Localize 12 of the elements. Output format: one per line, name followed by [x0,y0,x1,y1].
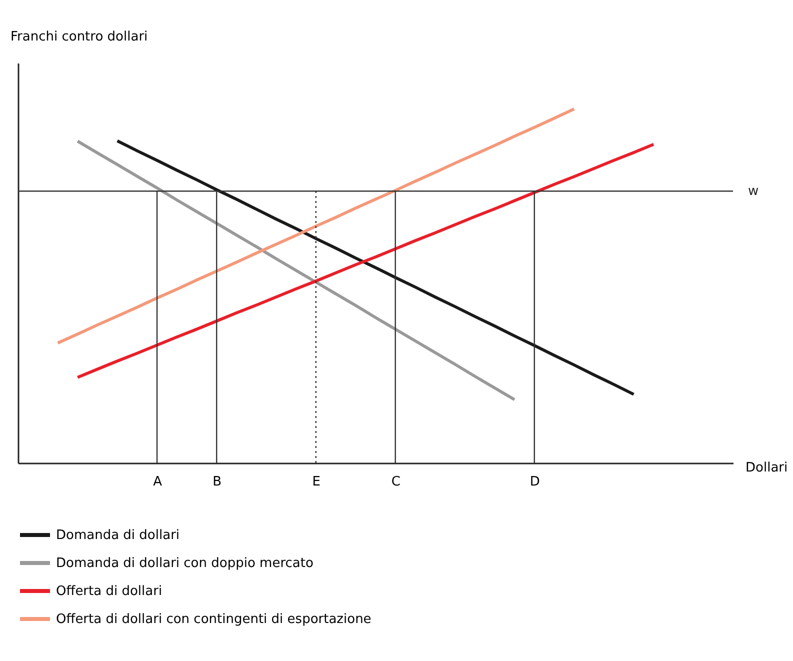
x-tick-label: C [391,474,400,490]
legend-label: Offerta di dollari [56,584,162,599]
legend-label: Offerta di dollari con contingenti di esportazione [56,612,372,627]
ref-line-label: w [748,184,759,200]
legend-label: Domanda di dollari con doppio mercato [56,556,314,571]
x-tick-label: A [153,474,162,490]
x-tick-label: B [212,474,222,490]
x-tick-label: D [530,474,540,490]
x-axis-title: Dollari [746,460,788,476]
legend-label: Domanda di dollari [56,528,180,543]
y-axis-title: Franchi contro dollari [10,30,148,44]
x-tick-label: E [312,474,321,490]
